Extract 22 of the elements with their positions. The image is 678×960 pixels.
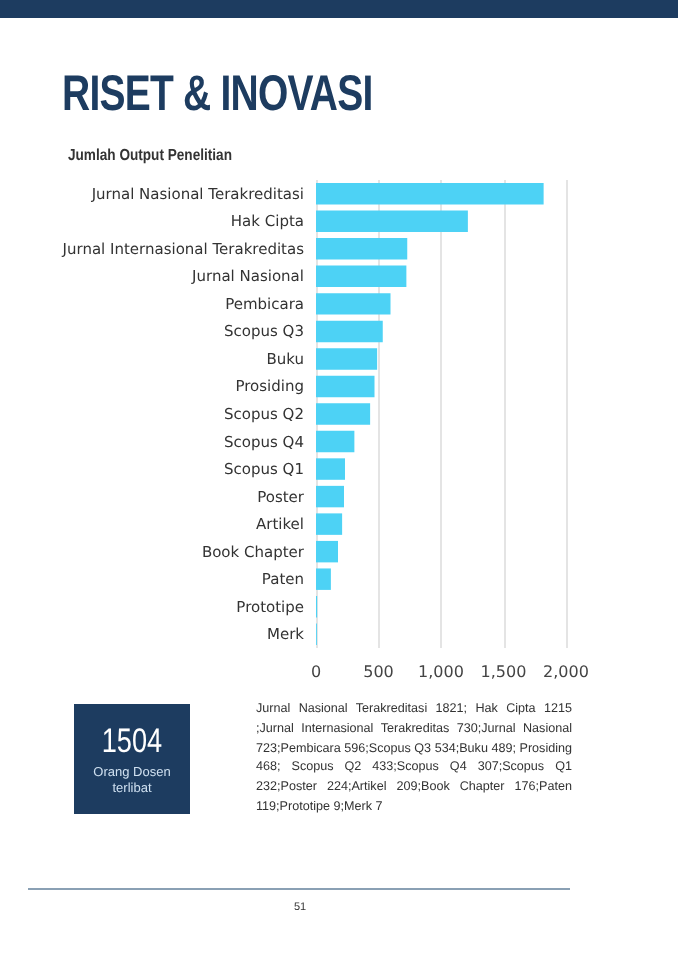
x-tick-label: 1,500 xyxy=(480,663,527,681)
bar xyxy=(316,485,344,508)
bar xyxy=(316,403,371,425)
bar xyxy=(316,430,355,453)
bar xyxy=(316,540,338,563)
bar xyxy=(316,293,391,315)
bar xyxy=(316,458,345,480)
bar xyxy=(316,348,378,370)
x-tick-label: 1,000 xyxy=(418,663,464,681)
x-tick-label: 2,000 xyxy=(543,663,589,681)
bar xyxy=(316,183,544,205)
chart-title: RISET & INOVASI xyxy=(62,66,373,124)
x-tick-label: 500 xyxy=(363,663,394,681)
bar xyxy=(316,210,468,233)
bar xyxy=(316,513,343,535)
bar xyxy=(316,375,375,398)
bar xyxy=(316,320,383,343)
bar xyxy=(316,568,331,590)
text: Jumlah Output Penelitian xyxy=(68,146,232,164)
bar xyxy=(316,238,408,260)
x-tick-label: 0 xyxy=(310,663,322,681)
bar xyxy=(316,265,407,288)
